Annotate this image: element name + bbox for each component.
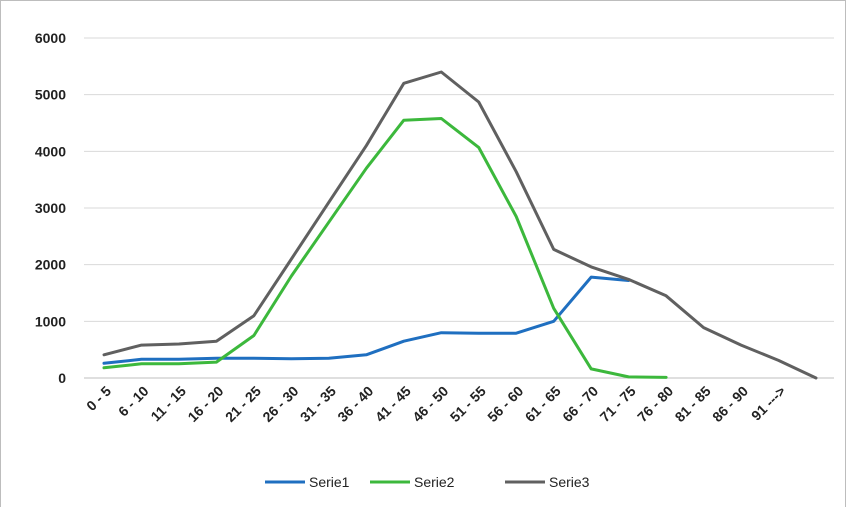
legend-label-3: Serie3 [549, 474, 590, 490]
y-tick-label: 2000 [35, 257, 66, 273]
y-tick-label: 6000 [35, 30, 66, 46]
x-tick-label: 51 - 55 [447, 383, 489, 425]
legend: Serie1 Serie2 Serie3 [265, 474, 590, 490]
x-tick-label: 66 - 70 [559, 383, 601, 425]
y-tick-label: 5000 [35, 87, 66, 103]
x-tick-label: 21 - 25 [222, 383, 264, 425]
x-tick-label: 0 - 5 [83, 383, 114, 414]
y-tick-label: 1000 [35, 313, 66, 329]
gridlines [84, 37, 834, 379]
x-tick-label: 76 - 80 [634, 383, 676, 425]
y-tick-label: 0 [58, 370, 66, 386]
x-tick-label: 91 ---> [748, 383, 789, 424]
legend-label-2: Serie2 [414, 474, 455, 490]
x-tick-label: 26 - 30 [259, 383, 301, 425]
series-line-3 [102, 70, 818, 380]
y-axis-ticks: 0 1000 2000 3000 4000 5000 6000 [35, 30, 66, 386]
x-tick-label: 16 - 20 [184, 383, 226, 425]
y-tick-label: 4000 [35, 143, 66, 159]
x-tick-label: 56 - 60 [484, 383, 526, 425]
x-tick-label: 36 - 40 [334, 383, 376, 425]
x-tick-label: 71 - 75 [597, 383, 639, 425]
series-line-1 [102, 275, 631, 365]
x-tick-label: 6 - 10 [115, 383, 152, 420]
series-lines [102, 70, 818, 380]
x-tick-label: 86 - 90 [709, 383, 751, 425]
x-tick-label: 46 - 50 [409, 383, 451, 425]
legend-label-1: Serie1 [309, 474, 350, 490]
y-tick-label: 3000 [35, 200, 66, 216]
series-line-2 [102, 117, 668, 379]
x-tick-label: 81 - 85 [672, 383, 714, 425]
x-tick-label: 31 - 35 [297, 383, 339, 425]
x-tick-label: 11 - 15 [147, 383, 189, 425]
x-tick-label: 41 - 45 [372, 383, 414, 425]
x-tick-label: 61 - 65 [522, 383, 564, 425]
